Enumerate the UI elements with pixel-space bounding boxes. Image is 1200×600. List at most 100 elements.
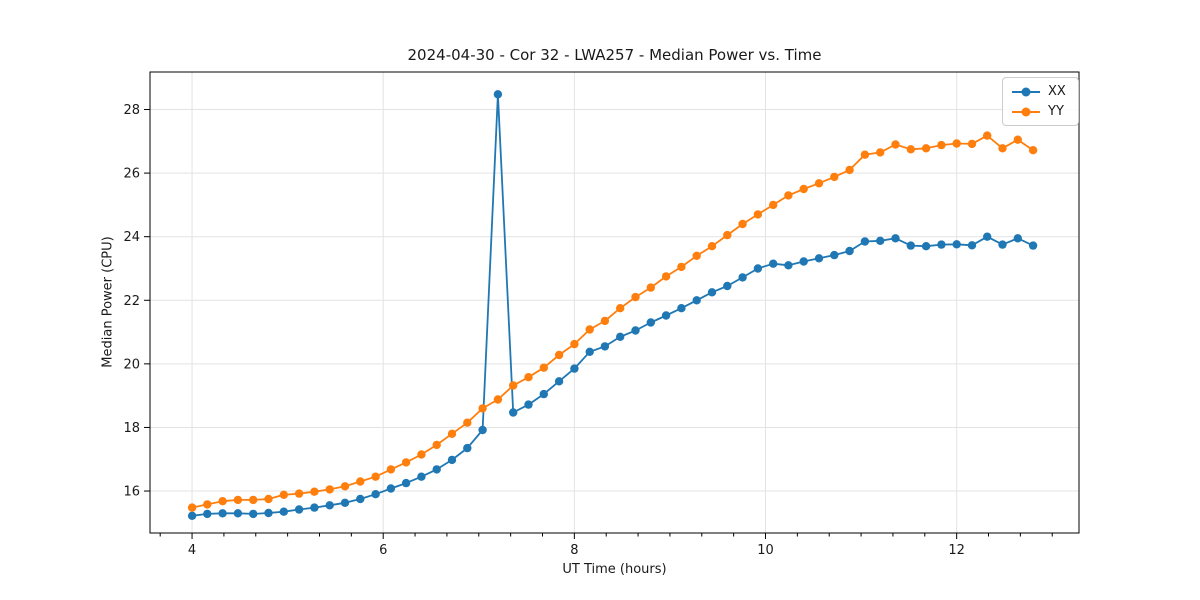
chart-title: 2024-04-30 - Cor 32 - LWA257 - Median Po…: [407, 46, 822, 64]
data-point: [524, 400, 533, 409]
data-point: [860, 150, 870, 159]
data-point: [646, 318, 655, 327]
data-point: [554, 377, 564, 386]
data-point: [264, 508, 273, 518]
data-point: [799, 257, 808, 266]
data-point: [937, 240, 946, 249]
data-point: [478, 425, 487, 435]
data-point: [478, 404, 487, 413]
data-point: [539, 363, 548, 372]
y-tick-label: 26: [123, 167, 140, 182]
data-point: [447, 455, 457, 465]
data-point: [692, 251, 701, 260]
data-point: [967, 241, 977, 250]
x-tick-label: 12: [948, 543, 965, 558]
data-point: [233, 495, 243, 505]
y-tick-label: 24: [123, 230, 140, 245]
data-point: [417, 450, 426, 459]
legend: XX YY: [1002, 77, 1079, 126]
data-point: [661, 272, 671, 281]
data-point: [937, 140, 946, 150]
data-point: [509, 381, 518, 390]
data-point: [218, 497, 227, 506]
y-axis-label: Median Power (CPU): [100, 236, 116, 368]
data-point: [294, 489, 304, 498]
data-point: [524, 373, 533, 382]
data-point: [600, 316, 610, 326]
data-point: [509, 408, 518, 417]
series-yy: [187, 131, 1038, 512]
data-point: [830, 250, 839, 260]
data-point: [830, 172, 839, 182]
data-point: [692, 296, 701, 305]
data-point: [952, 240, 961, 249]
data-point: [554, 350, 564, 360]
data-point: [998, 240, 1007, 249]
data-point: [738, 219, 747, 229]
data-point: [891, 140, 900, 149]
x-tick-label: 4: [188, 543, 196, 558]
data-point: [187, 503, 197, 512]
grid: [150, 72, 1079, 533]
data-point: [294, 505, 304, 514]
axis-ticks: [144, 109, 1053, 539]
data-point: [845, 246, 854, 256]
data-point: [1028, 241, 1038, 250]
data-point: [769, 259, 778, 268]
data-point: [493, 90, 503, 99]
data-point: [463, 418, 472, 427]
data-point: [921, 144, 931, 153]
data-point: [1013, 135, 1022, 144]
data-point: [814, 254, 824, 263]
data-point: [707, 242, 717, 251]
data-point: [723, 230, 732, 240]
data-point: [386, 484, 396, 493]
data-point: [1013, 234, 1022, 243]
data-point: [585, 347, 594, 356]
data-point: [876, 148, 885, 157]
y-tick-label: 20: [123, 357, 140, 372]
data-point: [463, 443, 472, 453]
data-point: [371, 472, 380, 481]
data-point: [631, 326, 640, 335]
data-point: [401, 478, 411, 488]
data-point: [356, 494, 365, 504]
data-point: [723, 281, 732, 291]
data-point: [661, 311, 671, 320]
data-point: [677, 304, 686, 313]
data-point: [1028, 146, 1038, 155]
x-tick-label: 6: [379, 543, 387, 558]
data-point: [432, 465, 441, 474]
data-point: [233, 509, 243, 518]
data-point: [891, 234, 900, 243]
data-point: [646, 283, 655, 292]
legend-entry-yy: YY: [1012, 105, 1069, 118]
data-point: [585, 325, 594, 334]
data-point: [799, 184, 808, 194]
data-point: [310, 503, 319, 512]
data-point: [631, 292, 640, 302]
data-point: [340, 482, 350, 491]
data-point: [249, 495, 258, 505]
data-point: [187, 511, 197, 520]
axes-spines: [149, 71, 1080, 534]
data-point: [218, 509, 227, 518]
data-point: [447, 429, 457, 438]
data-point: [386, 465, 396, 474]
data-point: [876, 236, 885, 245]
legend-line-sample-xx: [1012, 87, 1040, 96]
data-point: [203, 509, 212, 519]
y-tick-label: 22: [123, 294, 140, 309]
data-point: [325, 485, 334, 494]
series-xx-line: [191, 93, 1034, 517]
data-point: [249, 509, 258, 519]
data-point: [401, 458, 411, 467]
data-point: [310, 487, 319, 496]
data-point: [570, 364, 579, 373]
data-point: [570, 339, 579, 349]
y-tick-label: 18: [123, 421, 140, 436]
data-point: [600, 342, 610, 351]
data-point: [432, 440, 441, 450]
